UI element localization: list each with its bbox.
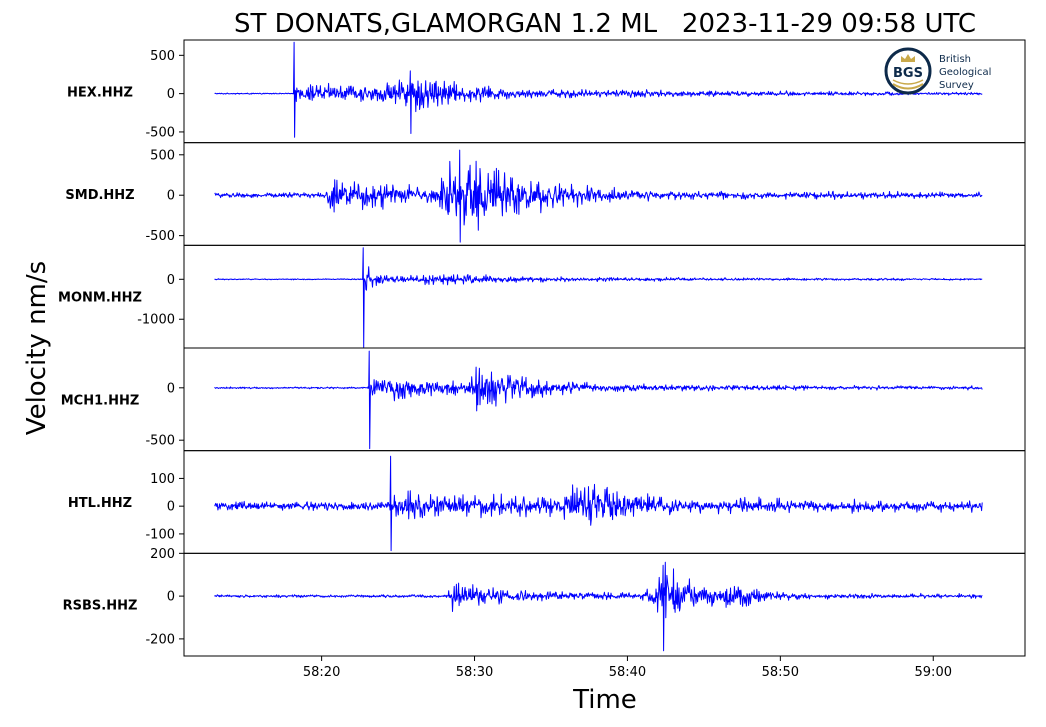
x-tick-label: 58:30	[456, 665, 493, 680]
panel-frame	[183, 244, 1026, 349]
bgs-logo-icon: BGS	[884, 47, 932, 95]
trace-panel: RSBS.HHZ 200 0 -200	[63, 547, 1026, 657]
y-axis-label: Velocity nm/s	[22, 261, 52, 435]
trace-panel: HEX.HHZ 500 0 -500	[67, 39, 1026, 144]
panel-frame	[183, 142, 1026, 246]
station-label: SMD.HHZ	[65, 188, 134, 203]
y-tick-label: 100	[150, 472, 175, 487]
bgs-logo-text-line-2: Geological	[939, 67, 991, 78]
bgs-logo-text-line-3: Survey	[939, 80, 974, 91]
waveform-trace	[214, 350, 983, 450]
x-tick-label: 58:20	[303, 665, 340, 680]
station-label: HTL.HHZ	[68, 496, 132, 511]
station-label: RSBS.HHZ	[63, 599, 138, 614]
trace-panel: MONM.HHZ 0 -1000	[58, 244, 1026, 349]
station-label: HEX.HHZ	[67, 85, 133, 100]
y-tick-label: 0	[167, 590, 175, 605]
x-axis-label: Time	[572, 685, 637, 715]
chart-title: ST DONATS,GLAMORGAN 1.2 ML 2023-11-29 09…	[234, 9, 976, 39]
y-tick-label: 0	[167, 87, 175, 102]
trace-panel: MCH1.HHZ 0 -500	[61, 347, 1026, 452]
waveform-trace	[214, 561, 983, 652]
y-tick-label: -200	[145, 632, 175, 647]
y-tick-label: 500	[150, 49, 175, 64]
bgs-logo-mark: BGS	[893, 66, 923, 81]
bgs-logo-text-line-1: British	[939, 54, 971, 65]
x-tick-label: 59:00	[915, 665, 952, 680]
y-tick-label: 0	[167, 189, 175, 204]
bgs-logo: BGS British Geological Survey	[884, 47, 991, 95]
station-label: MCH1.HHZ	[61, 393, 140, 408]
panel-frame	[183, 347, 1026, 452]
waveform-trace	[214, 247, 983, 348]
y-tick-label: -500	[145, 229, 175, 244]
waveform-trace	[214, 149, 983, 243]
trace-panels: HEX.HHZ 500 0 -500 SMD.HHZ 500 0 -500 MONM.HHZ 0 -…	[58, 39, 1026, 657]
panel-frame	[183, 552, 1026, 657]
y-tick-label: 0	[167, 381, 175, 396]
trace-panel: SMD.HHZ 500 0 -500	[65, 142, 1026, 246]
y-tick-label: -500	[145, 125, 175, 140]
y-tick-label: -1000	[137, 313, 175, 328]
waveform-trace	[214, 41, 983, 138]
x-tick-label: 58:50	[762, 665, 799, 680]
x-tick-label: 58:40	[609, 665, 646, 680]
y-tick-label: 0	[167, 500, 175, 515]
y-tick-label: 0	[167, 273, 175, 288]
station-label: MONM.HHZ	[58, 291, 142, 306]
trace-panel: HTL.HHZ 100 0 -100	[68, 450, 1026, 554]
x-axis: 58:20 58:30 58:40 58:50 59:00	[303, 656, 952, 680]
y-tick-label: -100	[145, 527, 175, 542]
y-tick-label: 500	[150, 148, 175, 163]
waveform-trace	[214, 455, 983, 552]
y-tick-label: -500	[145, 434, 175, 449]
y-tick-label: 200	[150, 547, 175, 562]
